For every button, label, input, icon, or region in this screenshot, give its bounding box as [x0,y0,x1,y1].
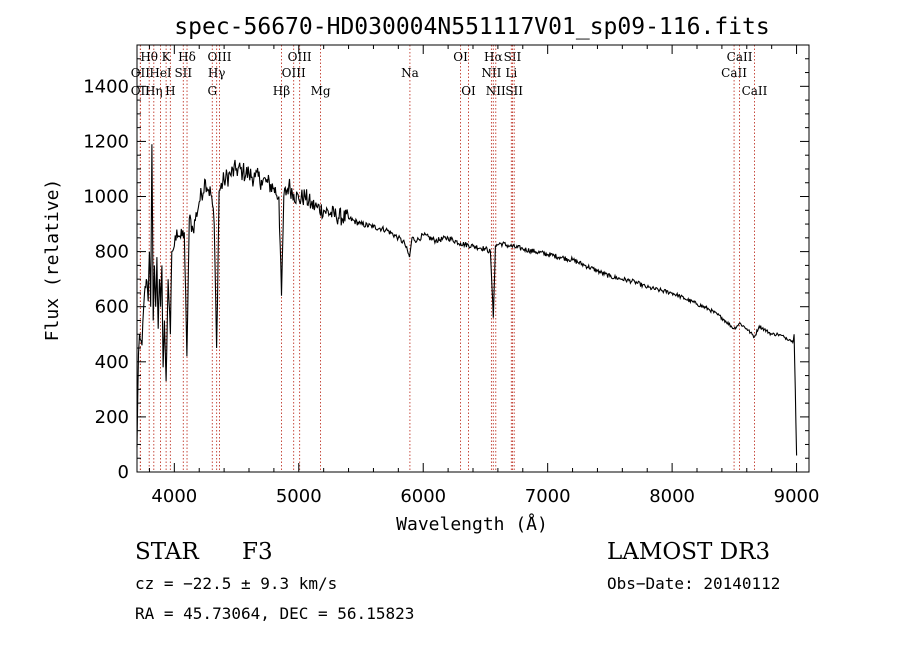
y-tick-label: 1400 [83,76,129,97]
chart-title: spec-56670-HD030004N551117V01_sp09-116.f… [174,14,769,40]
emission-line-markers: HθOIIOIIHηHeIKHSIIHδGOIIIHγHβOIIIOIIIMgN… [131,45,768,472]
line-label-25: CaII [721,66,747,80]
line-label-23: Li [505,66,517,80]
line-label-16: Na [401,66,419,80]
line-label-20: Hα [484,50,503,64]
line-label-2: OII [131,84,151,98]
x-tick-label: 4000 [151,486,197,507]
x-axis-label: Wavelength (Å) [396,513,548,535]
y-tick-label: 600 [95,297,129,318]
y-tick-label: 800 [95,242,129,263]
survey-name: LAMOST DR3 [607,539,771,565]
y-tick-label: 0 [118,462,129,483]
line-label-22: SII [504,50,522,64]
line-label-7: SII [174,66,192,80]
line-label-12: Hβ [273,84,290,98]
x-tick-label: 9000 [774,486,820,507]
line-label-14: OIII [288,50,312,64]
x-tick-label: 5000 [276,486,322,507]
y-tick-label: 1200 [83,131,129,152]
line-label-0: Hθ [140,50,158,64]
object-class: STAR [135,539,199,565]
line-label-13: OIII [282,66,306,80]
line-label-4: HeI [149,66,172,80]
observation-date: Obs−Date: 20140112 [607,574,781,593]
line-label-9: G [207,84,217,98]
line-label-26: CaII [727,50,753,64]
line-label-21: NII [486,84,506,98]
line-label-19: NII [481,66,501,80]
line-label-24: SII [505,84,523,98]
axis-ticks: 4000 5000 6000 7000 8000 9000 0 200 400 600 800 100… [83,45,819,507]
spectrum-series-line [136,144,798,456]
line-label-3: Hη [145,84,163,98]
line-label-6: H [165,84,175,98]
y-tick-label: 200 [95,407,129,428]
y-tick-label: 1000 [83,187,129,208]
x-tick-label: 7000 [525,486,571,507]
x-tick-label: 6000 [400,486,446,507]
plot-frame [136,44,810,473]
line-label-17: OI [453,50,468,64]
y-axis-label: Flux (relative) [42,179,63,342]
line-label-27: CaII [742,84,768,98]
line-label-10: OIII [207,50,231,64]
line-label-18: OI [461,84,476,98]
sky-coordinates: RA = 45.73064, DEC = 56.15823 [135,604,415,623]
line-label-15: Mg [311,84,331,98]
redshift-velocity: cz = −22.5 ± 9.3 km/s [135,574,338,593]
line-label-5: K [162,50,172,64]
y-tick-label: 400 [95,352,129,373]
object-subclass: F3 [242,539,273,565]
x-tick-label: 8000 [649,486,695,507]
line-label-11: Hγ [208,66,226,80]
line-label-8: Hδ [178,50,196,64]
